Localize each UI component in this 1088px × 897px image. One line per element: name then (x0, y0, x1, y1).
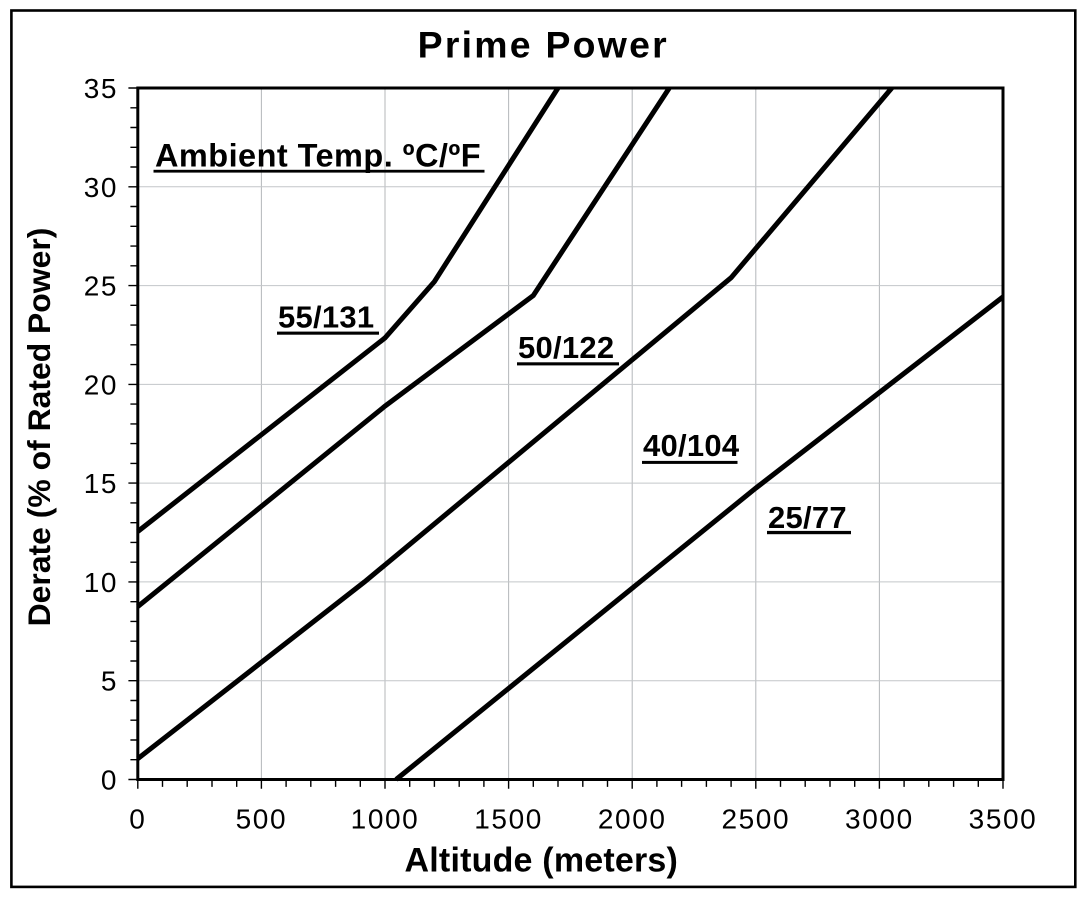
svg-text:50/122: 50/122 (518, 330, 614, 365)
svg-text:10: 10 (84, 567, 118, 598)
svg-text:500: 500 (236, 803, 288, 834)
svg-text:Prime Power: Prime Power (418, 24, 669, 66)
svg-text:25: 25 (84, 271, 118, 302)
svg-text:3000: 3000 (845, 803, 914, 834)
svg-text:30: 30 (84, 172, 118, 203)
svg-text:35: 35 (84, 73, 118, 104)
svg-text:1500: 1500 (474, 803, 543, 834)
svg-text:55/131: 55/131 (278, 299, 374, 334)
svg-text:2000: 2000 (598, 803, 667, 834)
svg-text:25/77: 25/77 (768, 500, 847, 535)
svg-text:5: 5 (101, 666, 118, 697)
svg-text:20: 20 (84, 369, 118, 400)
svg-text:2500: 2500 (721, 803, 790, 834)
svg-text:Ambient Temp. ºC/ºF: Ambient Temp. ºC/ºF (155, 137, 481, 173)
svg-text:15: 15 (84, 468, 118, 499)
svg-text:Altitude (meters): Altitude (meters) (405, 841, 679, 879)
svg-text:0: 0 (101, 765, 118, 796)
svg-text:1000: 1000 (351, 803, 420, 834)
svg-text:3500: 3500 (969, 803, 1038, 834)
svg-text:Derate (% of Rated Power): Derate (% of Rated Power) (21, 228, 57, 627)
svg-text:40/104: 40/104 (643, 428, 740, 463)
svg-text:0: 0 (129, 803, 146, 834)
